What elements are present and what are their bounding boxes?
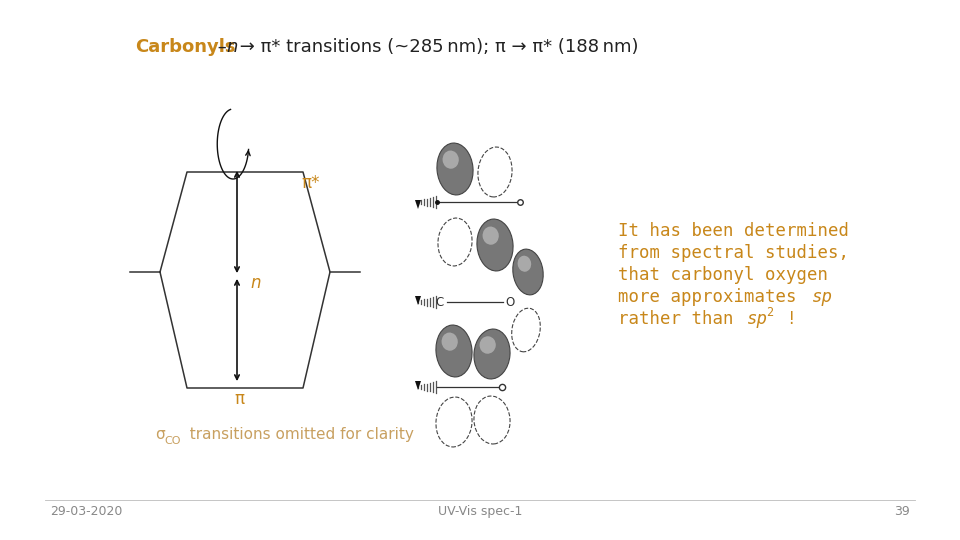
Ellipse shape <box>513 249 543 295</box>
Text: Carbonyls: Carbonyls <box>135 38 235 56</box>
Ellipse shape <box>478 147 512 197</box>
Ellipse shape <box>477 219 513 271</box>
Ellipse shape <box>436 325 472 377</box>
Text: It has been determined: It has been determined <box>618 222 849 240</box>
Polygon shape <box>415 200 421 209</box>
Ellipse shape <box>442 333 458 351</box>
Text: 2: 2 <box>766 306 773 319</box>
Text: n: n <box>226 38 237 56</box>
Text: sp: sp <box>811 288 832 306</box>
Text: 29-03-2020: 29-03-2020 <box>50 505 122 518</box>
Ellipse shape <box>443 151 459 168</box>
Ellipse shape <box>438 218 472 266</box>
Polygon shape <box>415 381 421 390</box>
Polygon shape <box>415 296 421 305</box>
Text: CO: CO <box>164 436 180 446</box>
Ellipse shape <box>474 329 510 379</box>
Text: 39: 39 <box>895 505 910 518</box>
Ellipse shape <box>436 397 472 447</box>
Ellipse shape <box>512 308 540 352</box>
Ellipse shape <box>474 396 510 444</box>
Text: –: – <box>212 38 232 56</box>
Ellipse shape <box>480 336 495 354</box>
Ellipse shape <box>483 227 499 245</box>
Text: C: C <box>436 295 444 308</box>
Text: π: π <box>234 390 244 408</box>
Text: π*: π* <box>301 174 320 192</box>
Text: σ: σ <box>155 427 165 442</box>
Text: sp: sp <box>746 310 767 328</box>
Text: UV-Vis spec-1: UV-Vis spec-1 <box>438 505 522 518</box>
Text: more approximates: more approximates <box>618 288 807 306</box>
Text: that carbonyl oxygen: that carbonyl oxygen <box>618 266 828 284</box>
Text: n: n <box>250 274 260 292</box>
Text: O: O <box>505 295 515 308</box>
Ellipse shape <box>437 143 473 195</box>
Text: from spectral studies,: from spectral studies, <box>618 244 849 262</box>
Text: rather than: rather than <box>618 310 744 328</box>
Text: → π* transitions (~285 nm); π → π* (188 nm): → π* transitions (~285 nm); π → π* (188 … <box>234 38 638 56</box>
Text: transitions omitted for clarity: transitions omitted for clarity <box>180 427 414 442</box>
Ellipse shape <box>517 256 531 272</box>
Text: !: ! <box>776 310 797 328</box>
